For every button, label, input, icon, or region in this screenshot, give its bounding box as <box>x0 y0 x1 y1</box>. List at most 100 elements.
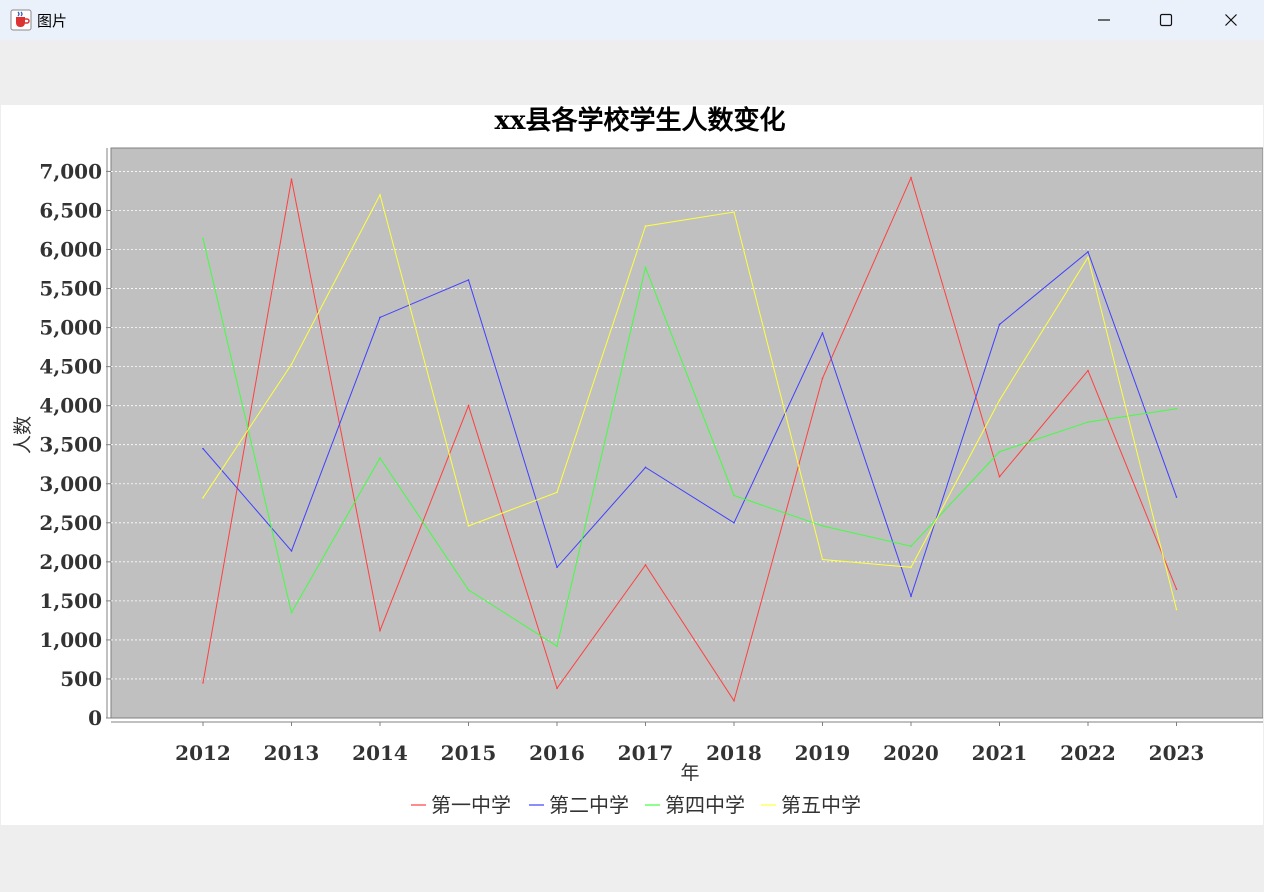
data-point <box>998 399 1001 402</box>
data-point <box>1175 608 1178 611</box>
y-tick-label: 0 <box>88 706 102 730</box>
x-tick-label: 2021 <box>972 741 1028 765</box>
data-point <box>733 211 735 213</box>
plot-area <box>110 147 1263 719</box>
minimize-icon <box>1097 13 1111 27</box>
data-point <box>1175 407 1178 410</box>
y-tick-label: 6,500 <box>39 198 102 222</box>
maximize-button[interactable] <box>1135 0 1197 40</box>
data-point <box>998 450 1001 453</box>
x-tick-label: 2022 <box>1060 741 1116 765</box>
data-point <box>556 687 558 690</box>
y-tick-label: 6,000 <box>39 238 102 262</box>
data-point <box>379 194 381 196</box>
data-point <box>202 682 204 684</box>
data-point <box>290 550 293 552</box>
x-tick-label: 2020 <box>883 741 939 765</box>
data-point <box>202 447 204 450</box>
data-point <box>644 466 647 469</box>
x-tick-label: 2018 <box>706 741 762 765</box>
legend-label: 第一中学 <box>431 793 511 817</box>
y-tick-label: 5,000 <box>39 316 102 340</box>
data-point <box>202 237 204 240</box>
series-line <box>202 251 1177 598</box>
y-tick-label: 2,000 <box>39 550 102 574</box>
maximize-icon <box>1159 13 1173 27</box>
data-point <box>821 525 824 527</box>
x-tick-label: 2015 <box>441 741 497 765</box>
data-point <box>556 566 558 569</box>
x-tick-label: 2016 <box>529 741 585 765</box>
y-tick-label: 500 <box>60 667 102 691</box>
data-point <box>290 178 293 181</box>
data-point <box>821 558 824 561</box>
data-point <box>202 497 204 499</box>
legend-label: 第五中学 <box>781 793 861 817</box>
data-point <box>821 332 824 334</box>
legend-label: 第四中学 <box>665 793 745 817</box>
data-point <box>910 595 912 597</box>
data-point <box>1087 251 1089 253</box>
x-tick-label: 2013 <box>264 741 320 765</box>
series-line <box>202 238 1177 647</box>
data-point <box>467 525 470 527</box>
data-point <box>290 363 293 366</box>
data-point <box>910 545 912 548</box>
data-point <box>644 225 647 227</box>
data-point <box>556 491 558 494</box>
window-content-top-area <box>0 40 1264 105</box>
line-chart: xx县各学校学生人数变化 0 500 1,000 1,500 2,000 2,500 3,0… <box>12 105 1263 817</box>
data-point <box>644 266 647 269</box>
data-point <box>379 457 381 459</box>
data-point <box>998 475 1001 478</box>
x-tick-label: 2017 <box>618 741 674 765</box>
data-point <box>644 564 647 566</box>
close-button[interactable] <box>1200 0 1262 40</box>
data-point <box>821 377 824 380</box>
close-icon <box>1224 13 1238 27</box>
window-content-bottom-area <box>0 825 1264 892</box>
y-tick-label: 2,500 <box>39 511 102 535</box>
data-point <box>1175 588 1178 590</box>
x-tick-label: 2019 <box>795 741 851 765</box>
data-point <box>379 629 381 632</box>
x-tick-label: 2014 <box>352 741 408 765</box>
series-line <box>202 193 1177 610</box>
java-coffee-icon <box>10 9 32 31</box>
data-point <box>290 611 293 614</box>
data-point <box>733 521 735 524</box>
data-point <box>1087 256 1089 259</box>
x-axis-label: 年 <box>680 762 699 784</box>
chart-panel: xx县各学校学生人数变化 0 500 1,000 1,500 2,000 2,500 3,0… <box>1 105 1263 825</box>
window-titlebar: 图片 <box>0 0 1264 40</box>
y-tick-label: 4,500 <box>39 355 102 379</box>
y-axis-label: 人数 <box>12 416 34 454</box>
y-tick-label: 7,000 <box>39 159 102 183</box>
data-point <box>556 645 558 647</box>
y-tick-label: 3,500 <box>39 433 102 457</box>
chart-title: xx县各学校学生人数变化 <box>494 105 785 136</box>
x-tick-label: 2012 <box>175 741 231 765</box>
series-line <box>202 176 1177 703</box>
y-tick-label: 5,500 <box>39 277 102 301</box>
legend-label: 第二中学 <box>549 793 629 817</box>
legend: 第一中学 第二中学 第四中学 第五中学 <box>411 793 861 817</box>
data-point <box>733 494 735 497</box>
data-point <box>733 700 735 702</box>
data-point <box>910 566 912 569</box>
data-point <box>998 323 1001 326</box>
y-tick-label: 4,000 <box>39 394 102 418</box>
data-point <box>467 589 470 591</box>
data-point <box>1087 369 1089 372</box>
data-point <box>1087 421 1089 423</box>
data-point <box>467 404 470 407</box>
data-point <box>467 279 470 281</box>
y-tick-label: 3,000 <box>39 472 102 496</box>
data-point <box>1175 496 1178 498</box>
x-tick-label: 2023 <box>1149 741 1205 765</box>
data-point <box>379 316 381 319</box>
minimize-button[interactable] <box>1073 0 1135 40</box>
y-tick-label: 1,000 <box>39 628 102 652</box>
window-title: 图片 <box>37 12 68 30</box>
y-tick-label: 1,500 <box>39 589 102 613</box>
